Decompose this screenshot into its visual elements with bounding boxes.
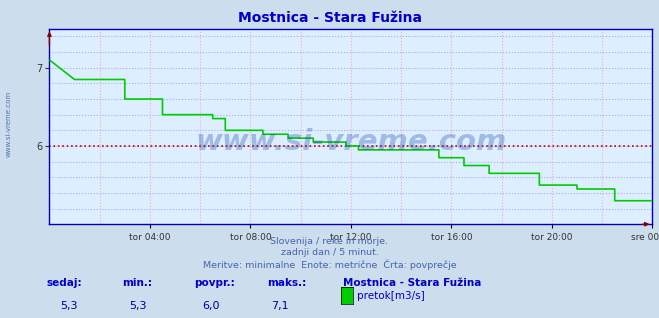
Text: zadnji dan / 5 minut.: zadnji dan / 5 minut. (281, 248, 378, 257)
Text: min.:: min.: (122, 278, 152, 288)
Text: www.si-vreme.com: www.si-vreme.com (5, 91, 12, 157)
Text: www.si-vreme.com: www.si-vreme.com (195, 128, 507, 156)
Text: Mostnica - Stara Fužina: Mostnica - Stara Fužina (237, 11, 422, 25)
Text: Mostnica - Stara Fužina: Mostnica - Stara Fužina (343, 278, 481, 288)
Text: 5,3: 5,3 (61, 301, 78, 310)
Text: 7,1: 7,1 (272, 301, 289, 310)
Text: 5,3: 5,3 (130, 301, 147, 310)
Text: Meritve: minimalne  Enote: metrične  Črta: povprečje: Meritve: minimalne Enote: metrične Črta:… (203, 259, 456, 270)
Text: povpr.:: povpr.: (194, 278, 235, 288)
Text: Slovenija / reke in morje.: Slovenija / reke in morje. (270, 237, 389, 246)
Text: 6,0: 6,0 (202, 301, 219, 310)
Text: sedaj:: sedaj: (46, 278, 82, 288)
Text: maks.:: maks.: (267, 278, 306, 288)
Text: pretok[m3/s]: pretok[m3/s] (357, 291, 425, 301)
